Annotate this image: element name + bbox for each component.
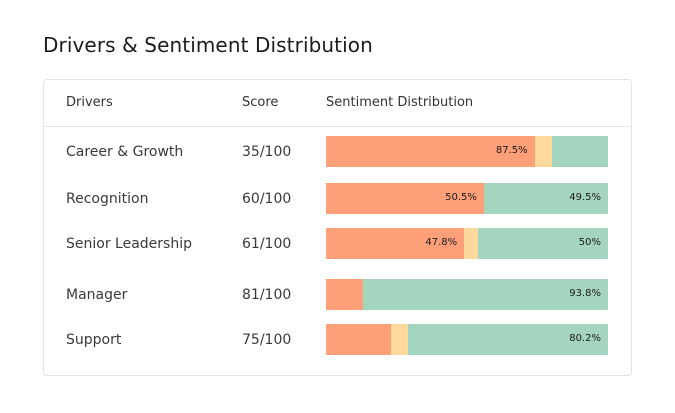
positive-percent-label: 50% [578, 237, 601, 248]
positive-segment: 50% [478, 228, 608, 259]
driver-score: 61/100 [242, 236, 292, 252]
header-drivers: Drivers [66, 95, 113, 110]
negative-segment: 87.5% [326, 136, 535, 167]
neutral-segment [390, 324, 408, 355]
driver-score: 35/100 [242, 144, 292, 160]
negative-segment [326, 279, 363, 310]
positive-segment [551, 136, 608, 167]
sentiment-bar: 93.8% [326, 279, 608, 310]
neutral-segment [464, 228, 479, 259]
positive-segment: 93.8% [362, 279, 608, 310]
positive-segment: 49.5% [483, 183, 608, 214]
driver-name: Senior Leadership [66, 236, 192, 252]
sentiment-bar: 87.5% [326, 136, 608, 167]
sentiment-bar: 47.8% 50% [326, 228, 608, 259]
sentiment-bar: 50.5% 49.5% [326, 183, 608, 214]
table-row: Career & Growth 35/100 87.5% [44, 136, 631, 168]
neutral-segment [534, 136, 552, 167]
table-row: Manager 81/100 93.8% [44, 279, 631, 311]
drivers-table-card: Drivers Score Sentiment Distribution Car… [43, 79, 632, 376]
negative-percent-label: 47.8% [425, 237, 458, 248]
positive-percent-label: 49.5% [569, 192, 601, 203]
driver-score: 60/100 [242, 191, 292, 207]
driver-score: 75/100 [242, 332, 292, 348]
table-row: Recognition 60/100 50.5% 49.5% [44, 183, 631, 215]
negative-segment: 47.8% [326, 228, 465, 259]
driver-name: Career & Growth [66, 144, 184, 160]
negative-segment [326, 324, 391, 355]
driver-score: 81/100 [242, 287, 292, 303]
driver-name: Recognition [66, 191, 149, 207]
table-row: Support 75/100 80.2% [44, 324, 631, 356]
sentiment-bar: 80.2% [326, 324, 608, 355]
negative-percent-label: 87.5% [495, 145, 528, 156]
positive-percent-label: 93.8% [569, 288, 601, 299]
header-sentiment-distribution: Sentiment Distribution [326, 95, 474, 110]
header-score: Score [242, 95, 279, 110]
driver-name: Manager [66, 287, 128, 303]
table-header: Drivers Score Sentiment Distribution [44, 80, 631, 127]
driver-name: Support [66, 332, 122, 348]
positive-segment: 80.2% [407, 324, 608, 355]
table-row: Senior Leadership 61/100 47.8% 50% [44, 228, 631, 260]
negative-segment: 50.5% [326, 183, 484, 214]
positive-percent-label: 80.2% [569, 333, 601, 344]
negative-percent-label: 50.5% [445, 192, 477, 203]
page-title: Drivers & Sentiment Distribution [43, 33, 373, 57]
